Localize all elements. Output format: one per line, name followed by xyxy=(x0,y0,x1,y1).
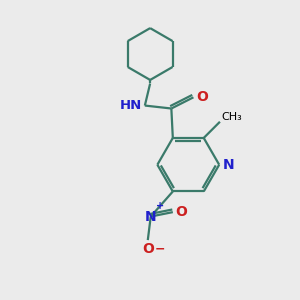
Text: N: N xyxy=(145,209,157,224)
Text: +: + xyxy=(156,201,164,211)
Text: HN: HN xyxy=(120,99,142,112)
Text: CH₃: CH₃ xyxy=(221,112,242,122)
Text: O: O xyxy=(175,205,187,219)
Text: O: O xyxy=(142,242,154,256)
Text: −: − xyxy=(154,242,165,255)
Text: O: O xyxy=(196,90,208,104)
Text: N: N xyxy=(223,158,234,172)
